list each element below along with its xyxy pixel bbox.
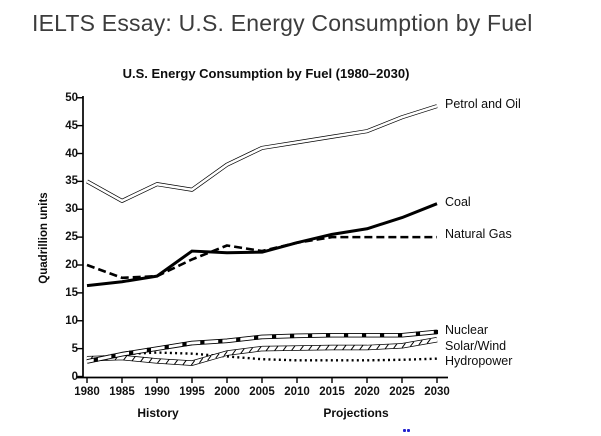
x-tick-label-2005: 2005 [249,386,275,398]
y-tick-label-35: 35 [65,175,78,188]
x-axis-group-history: History [137,406,179,420]
y-tick-label-15: 15 [65,286,78,299]
page-title: IELTS Essay: U.S. Energy Consumption by … [32,10,533,36]
y-tick-label-50: 50 [65,91,78,104]
x-tick-label-2020: 2020 [354,386,380,398]
y-tick-label-25: 25 [65,231,78,244]
x-tick-label-2030: 2030 [424,386,450,398]
y-tick-label-0: 0 [71,370,78,383]
x-tick-label-1985: 1985 [109,386,135,398]
cut-off-link-fragment-icon [407,429,410,432]
y-tick-label-30: 30 [65,203,78,216]
x-tick-label-2015: 2015 [319,386,345,398]
x-tick-label-2025: 2025 [389,386,415,398]
series-label-coal: Coal [445,195,471,209]
y-tick-label-10: 10 [65,314,78,327]
y-tick-label-40: 40 [65,147,78,160]
y-tick-label-5: 5 [71,342,78,355]
y-tick-label-45: 45 [65,119,78,132]
cut-off-link-fragment-icon [403,429,406,432]
series-label-hydropower: Hydropower [445,354,513,368]
x-tick-label-1980: 1980 [74,386,100,398]
x-tick-label-2010: 2010 [284,386,310,398]
y-tick-label-20: 20 [65,259,78,271]
series-label-natural-gas: Natural Gas [445,227,512,241]
series-label-solar-wind: Solar/Wind [445,339,507,353]
x-tick-label-1990: 1990 [144,386,170,398]
chart-title: U.S. Energy Consumption by Fuel (1980–20… [122,66,410,81]
series-label-nuclear: Nuclear [445,323,489,337]
x-tick-label-1995: 1995 [179,386,205,398]
x-tick-label-2000: 2000 [214,386,240,398]
series-label-petrol-and-oil: Petrol and Oil [445,97,521,111]
x-axis-group-projections: Projections [323,406,389,420]
